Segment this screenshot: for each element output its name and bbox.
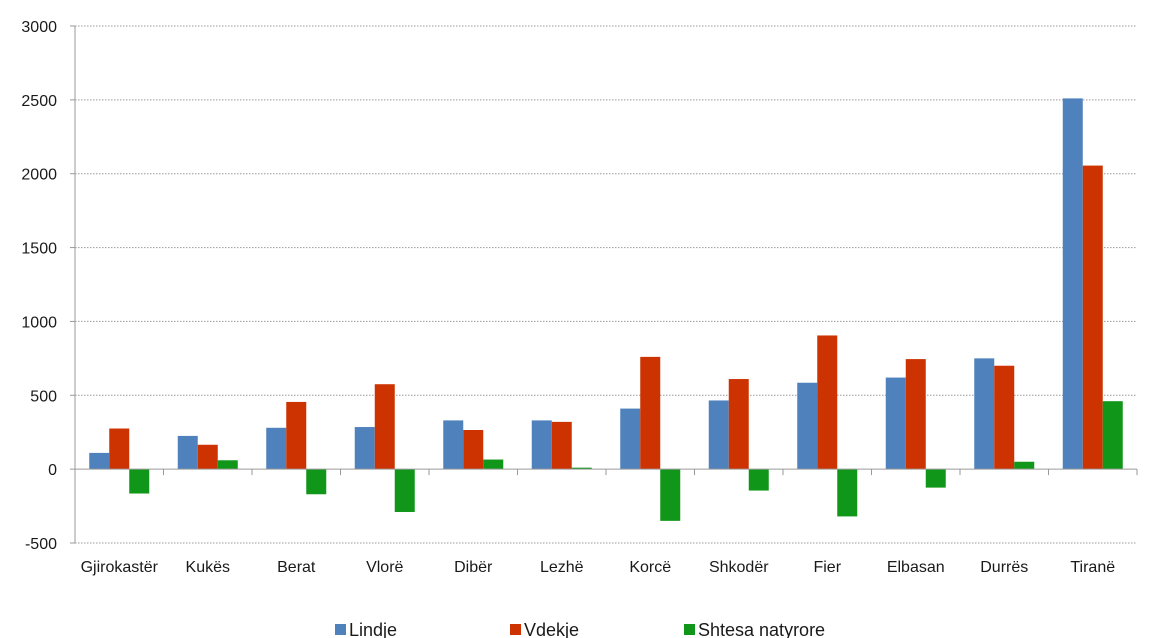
x-category-label: Berat [277,559,316,576]
bar-shtesa-natyrore [571,467,592,470]
x-category-label: Dibër [454,559,493,576]
bar-vdekje [994,365,1015,470]
bar-lindje [885,377,906,470]
bar-lindje [177,435,198,470]
x-category-label: Korcë [629,559,671,576]
gridlines [70,25,1137,544]
bar-vdekje [374,384,395,470]
y-tick-label: 0 [48,462,57,479]
legend-label: Vdekje [524,620,579,638]
x-category-label: Elbasan [887,559,945,576]
bar-lindje [89,452,110,470]
x-category-label: Fier [813,559,841,576]
bar-shtesa-natyrore [129,469,150,494]
bar-vdekje [109,428,130,470]
bar-lindje [1062,98,1083,470]
x-category-label: Kukës [186,559,230,576]
y-tick-label: -500 [25,536,57,553]
bar-lindje [354,427,375,470]
bar-shtesa-natyrore [306,469,327,495]
y-tick-label: 500 [30,388,57,405]
bar-lindje [974,358,995,470]
bar-vdekje [463,429,484,470]
bar-vdekje [551,421,572,470]
x-category-label: Lezhë [540,559,584,576]
x-category-label: Shkodër [709,559,769,576]
y-axis-tick-labels: -500 0 500 1000 1500 2000 2500 3000 [21,19,57,553]
y-tick-label: 1500 [21,241,57,258]
legend-swatch [335,624,346,635]
bar-shtesa-natyrore [1102,401,1123,470]
x-category-label: Vlorë [366,559,403,576]
bar-vdekje [197,444,218,470]
x-category-label: Durrës [980,559,1028,576]
bar-vdekje [905,359,926,470]
bar-vdekje [286,401,307,470]
bar-shtesa-natyrore [1014,461,1035,470]
legend-swatch [684,624,695,635]
bar-shtesa-natyrore [660,469,681,521]
legend: Lindje Vdekje Shtesa natyrore [335,620,825,638]
bar-lindje [531,420,552,470]
bar-vdekje [817,335,838,470]
y-tick-label: 2000 [21,167,57,184]
bar-shtesa-natyrore [837,469,858,517]
bar-lindje [708,400,729,470]
bars [89,98,1123,521]
bar-lindje [797,382,818,470]
bar-lindje [443,420,464,470]
bar-shtesa-natyrore [925,469,946,488]
legend-label: Lindje [349,620,397,638]
bar-shtesa-natyrore [748,469,769,491]
y-tick-label: 3000 [21,19,57,36]
bar-shtesa-natyrore [217,460,238,470]
bar-shtesa-natyrore [483,459,504,470]
bar-vdekje [640,356,661,470]
bar-vdekje [728,379,749,470]
bar-vdekje [1082,165,1103,470]
legend-label: Shtesa natyrore [698,620,825,638]
legend-swatch [510,624,521,635]
x-category-label: Gjirokastër [81,559,159,576]
x-axis [74,468,1138,476]
y-tick-label: 1000 [21,314,57,331]
x-axis-category-labels: Gjirokastër Kukës Berat Vlorë Dibër Lezhë Korc… [81,559,1116,576]
x-category-label: Tiranë [1070,559,1115,576]
bar-lindje [266,427,287,470]
y-tick-label: 2500 [21,93,57,110]
bar-lindje [620,408,641,470]
bar-shtesa-natyrore [394,469,415,512]
